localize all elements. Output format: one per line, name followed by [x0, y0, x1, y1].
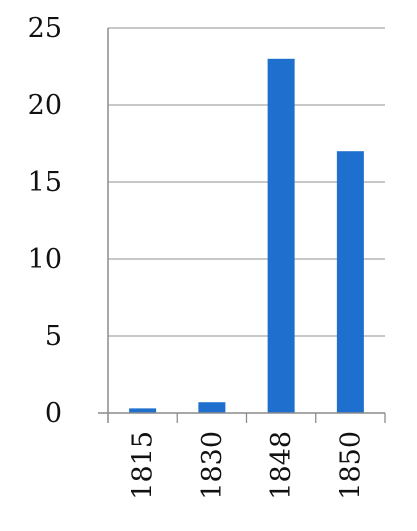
y-tick-label-25: 25 [28, 13, 62, 44]
bar-1850 [336, 151, 364, 413]
y-tick-label-20: 20 [28, 90, 62, 121]
x-tick-label-1815: 1815 [128, 431, 159, 500]
x-axis-ticks: 1815 1830 1848 1850 [128, 431, 367, 500]
bar-1815 [129, 408, 157, 413]
bars [129, 58, 364, 414]
bar-1830 [198, 402, 226, 413]
y-tick-label-15: 15 [28, 167, 62, 198]
x-tick-label-1850: 1850 [335, 431, 366, 500]
y-tick-label-10: 10 [28, 244, 62, 275]
x-tick-label-1848: 1848 [266, 431, 297, 500]
y-tick-label-5: 5 [45, 321, 62, 352]
axes [98, 28, 386, 423]
bar-1848 [267, 58, 295, 414]
x-tick-label-1830: 1830 [197, 431, 228, 500]
y-tick-label-0: 0 [45, 398, 62, 429]
y-axis-ticks: 0 5 10 15 20 25 [28, 13, 62, 429]
